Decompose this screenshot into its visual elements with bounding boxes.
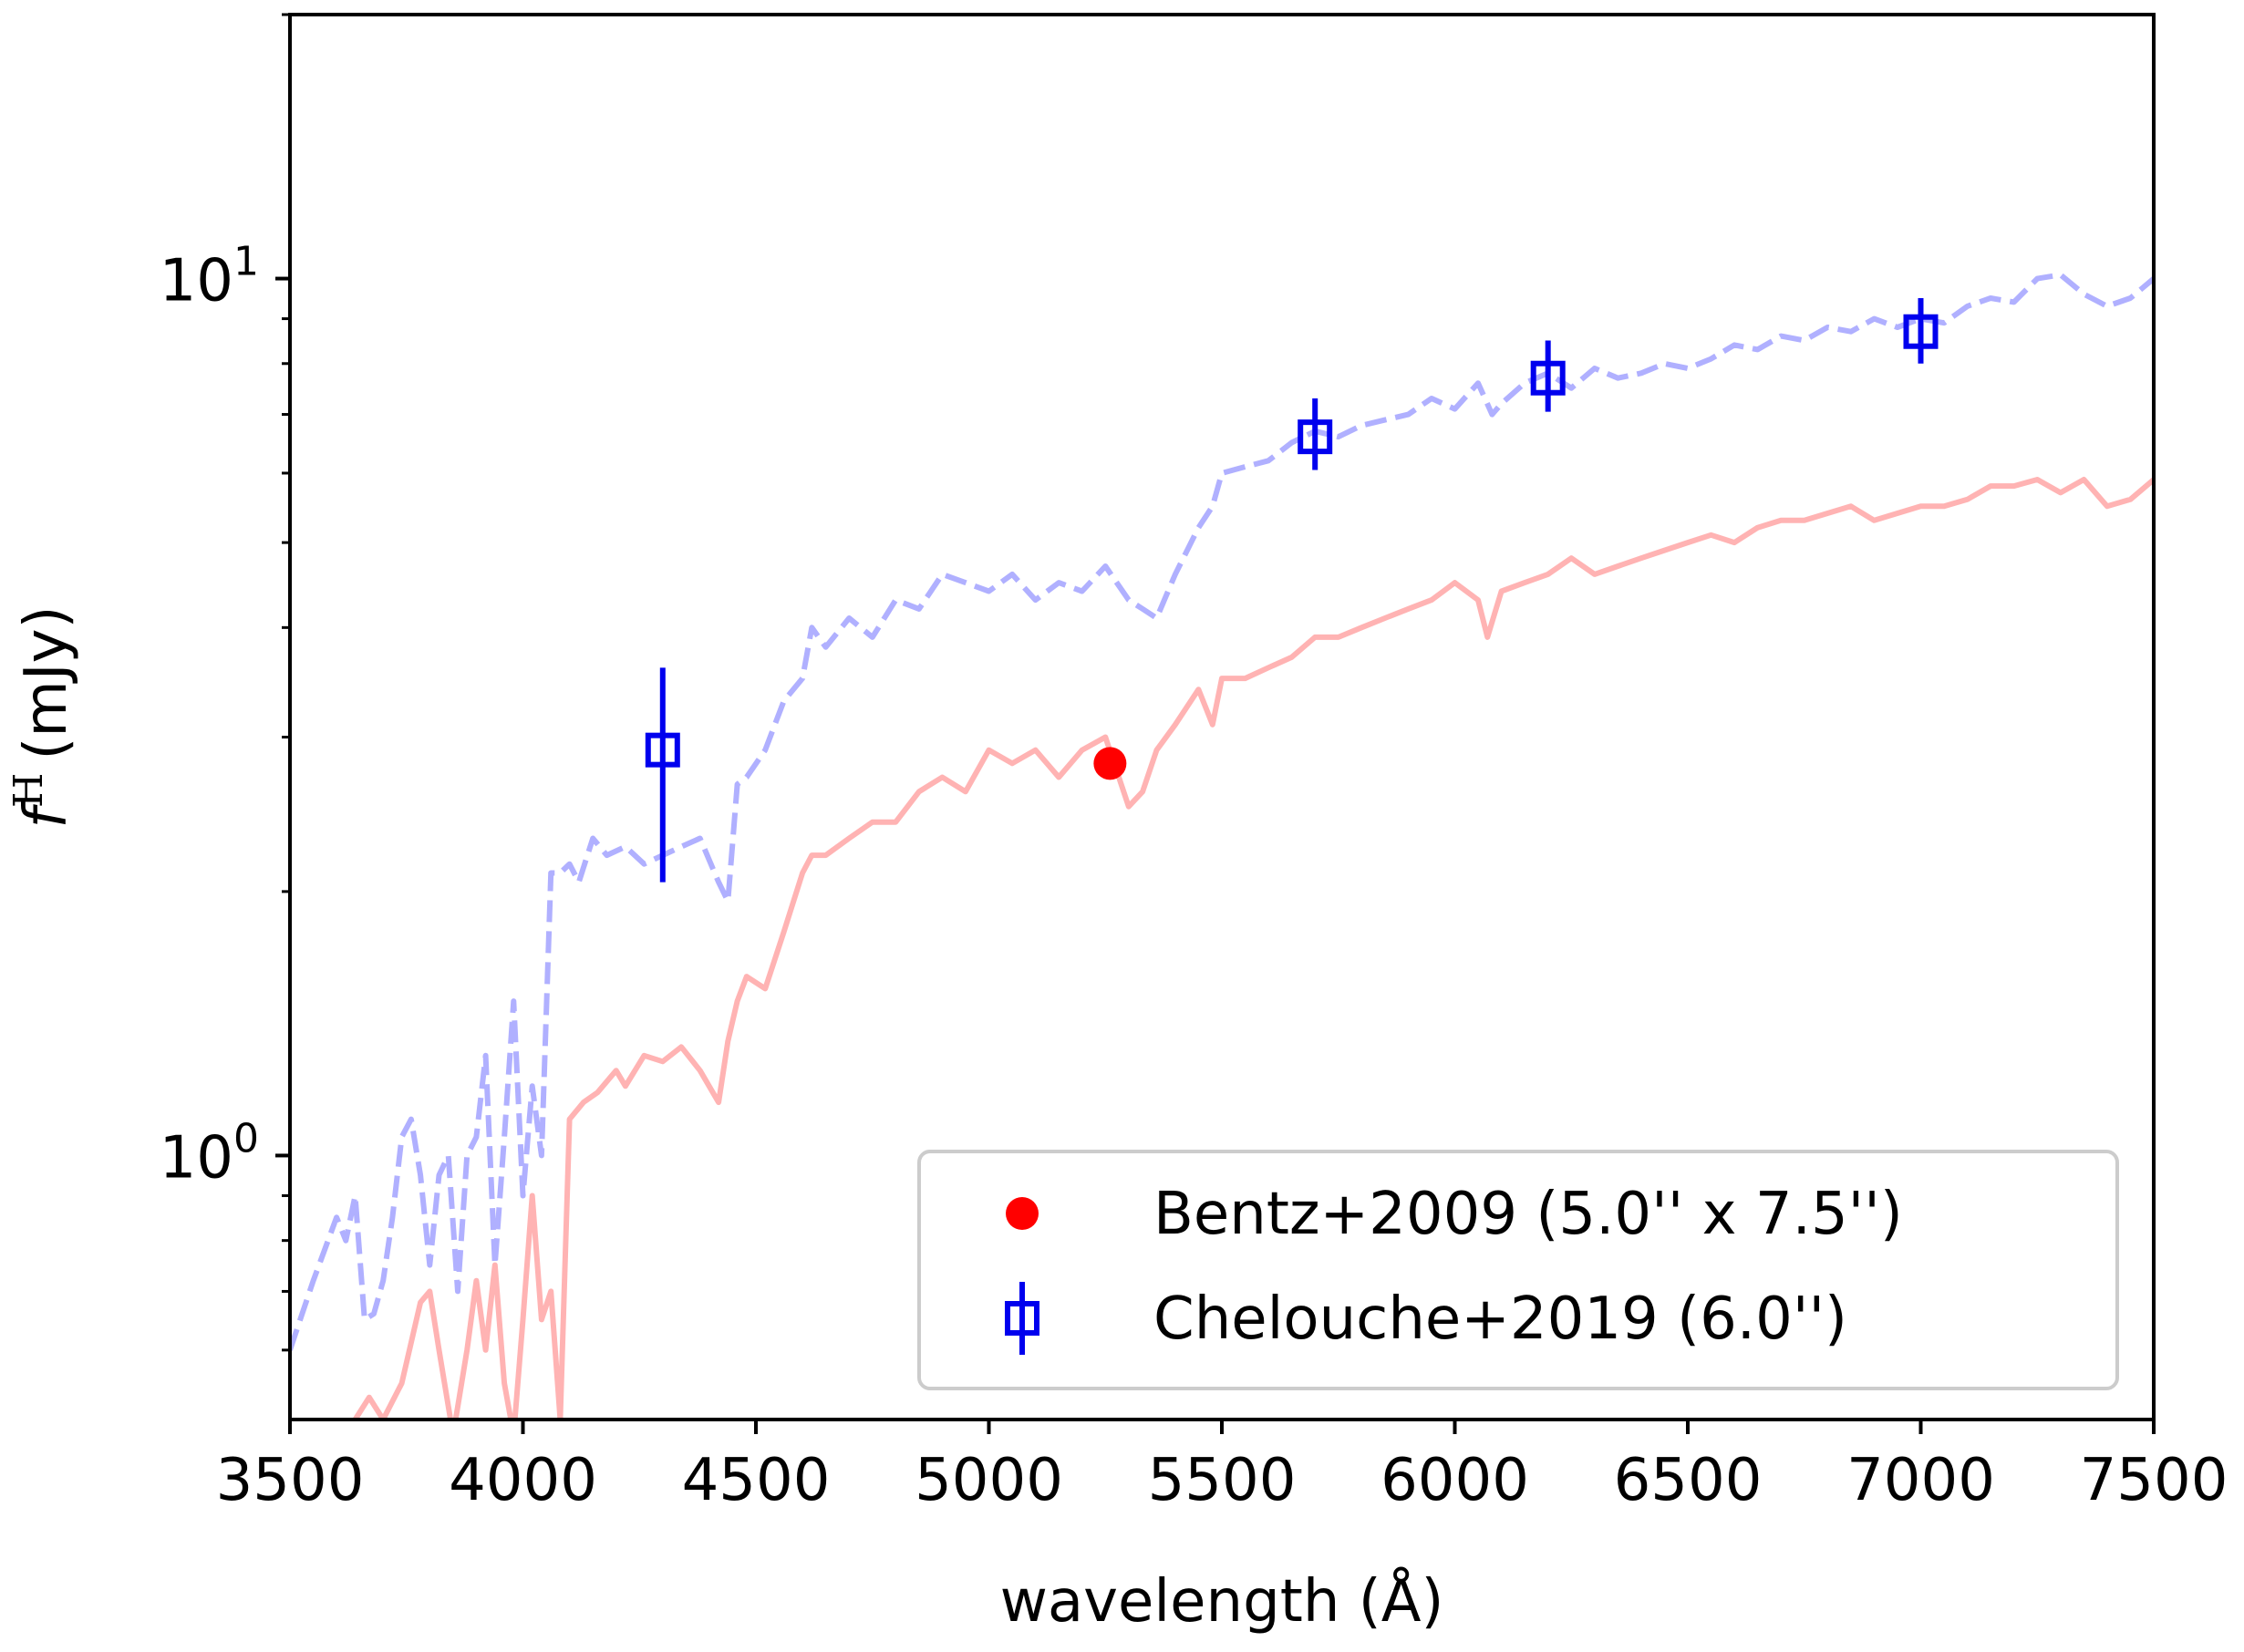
series-layer: [290, 272, 2154, 1420]
legend-chelouche-marker: [1005, 1301, 1039, 1336]
x-tick-label-4000: 4000: [449, 1447, 597, 1514]
y-tick-label-1: 100: [160, 1115, 259, 1192]
spectrum-line-dashed: [290, 272, 2154, 1351]
legend-label-1: Chelouche+2019 (6.0''): [1153, 1285, 1847, 1353]
legend-box: [917, 1150, 2119, 1390]
legend-label-0: Bentz+2009 (5.0'' x 7.5''): [1153, 1181, 1903, 1248]
bentz-point: [1093, 747, 1127, 780]
legend: Bentz+2009 (5.0'' x 7.5'') Chelouche+2019…: [917, 1150, 2119, 1390]
chelouche-point: [645, 732, 680, 768]
x-tick-label-4500: 4500: [682, 1447, 831, 1514]
chelouche-point: [1530, 360, 1566, 396]
y-axis-title: fH(mJy): [5, 606, 80, 829]
y-axis-title-superscript: H: [5, 773, 52, 808]
x-axis: 3500 4000 4500 5000 5500 6000 6500 7000 7500: [216, 1420, 2228, 1514]
chelouche-point: [1298, 419, 1333, 455]
x-tick-label-7000: 7000: [1846, 1447, 1995, 1514]
y-axis-title-unit: (mJy): [13, 606, 80, 760]
x-tick-label-3500: 3500: [216, 1447, 365, 1514]
y-tick-label-10: 101: [160, 239, 259, 315]
x-axis-title: wavelength (Å): [1000, 1566, 1444, 1636]
x-tick-label-5500: 5500: [1148, 1447, 1297, 1514]
chelouche-point: [1903, 314, 1939, 349]
x-tick-label-6000: 6000: [1381, 1447, 1529, 1514]
x-tick-label-6500: 6500: [1614, 1447, 1763, 1514]
spectrum-line-solid: [352, 477, 2154, 1420]
y-axis: 100 101: [160, 13, 290, 1352]
legend-bentz-marker: [1006, 1197, 1039, 1230]
x-tick-label-7500: 7500: [2080, 1447, 2228, 1514]
x-tick-label-5000: 5000: [915, 1447, 1063, 1514]
